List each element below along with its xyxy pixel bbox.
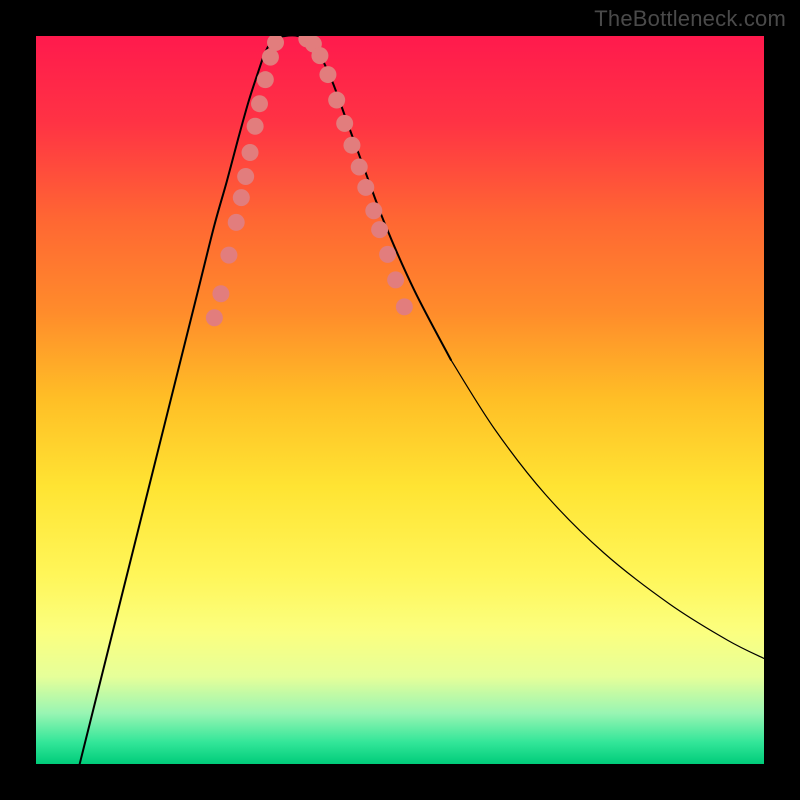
overlay-dot <box>267 36 284 51</box>
overlay-dot <box>357 179 374 196</box>
overlay-dot <box>336 115 353 132</box>
curve-right <box>451 360 764 658</box>
overlay-dot <box>233 189 250 206</box>
curve-left <box>80 36 451 764</box>
overlay-dot <box>396 298 413 315</box>
overlay-dot <box>311 47 328 64</box>
overlay-dot <box>365 202 382 219</box>
overlay-dot <box>343 137 360 154</box>
overlay-dot <box>328 92 345 109</box>
chart-svg <box>36 36 764 764</box>
overlay-dot <box>228 214 245 231</box>
overlay-dot <box>257 71 274 88</box>
overlay-dot <box>247 118 264 135</box>
overlay-dot <box>242 144 259 161</box>
overlay-dot <box>371 221 388 238</box>
overlay-dot <box>251 95 268 112</box>
overlay-dot <box>305 36 322 53</box>
overlay-dots-left <box>206 36 284 326</box>
overlay-dots-right <box>298 36 413 315</box>
overlay-dot <box>351 159 368 176</box>
watermark-text: TheBottleneck.com <box>594 6 786 32</box>
overlay-dot <box>220 247 237 264</box>
overlay-dot <box>298 36 315 47</box>
overlay-dot <box>237 168 254 185</box>
chart-frame: TheBottleneck.com <box>0 0 800 800</box>
overlay-dot <box>206 309 223 326</box>
overlay-dot <box>387 271 404 288</box>
overlay-dot <box>379 246 396 263</box>
plot-area <box>36 36 764 764</box>
overlay-dot <box>212 285 229 302</box>
overlay-dot <box>319 66 336 83</box>
overlay-dot <box>262 49 279 66</box>
